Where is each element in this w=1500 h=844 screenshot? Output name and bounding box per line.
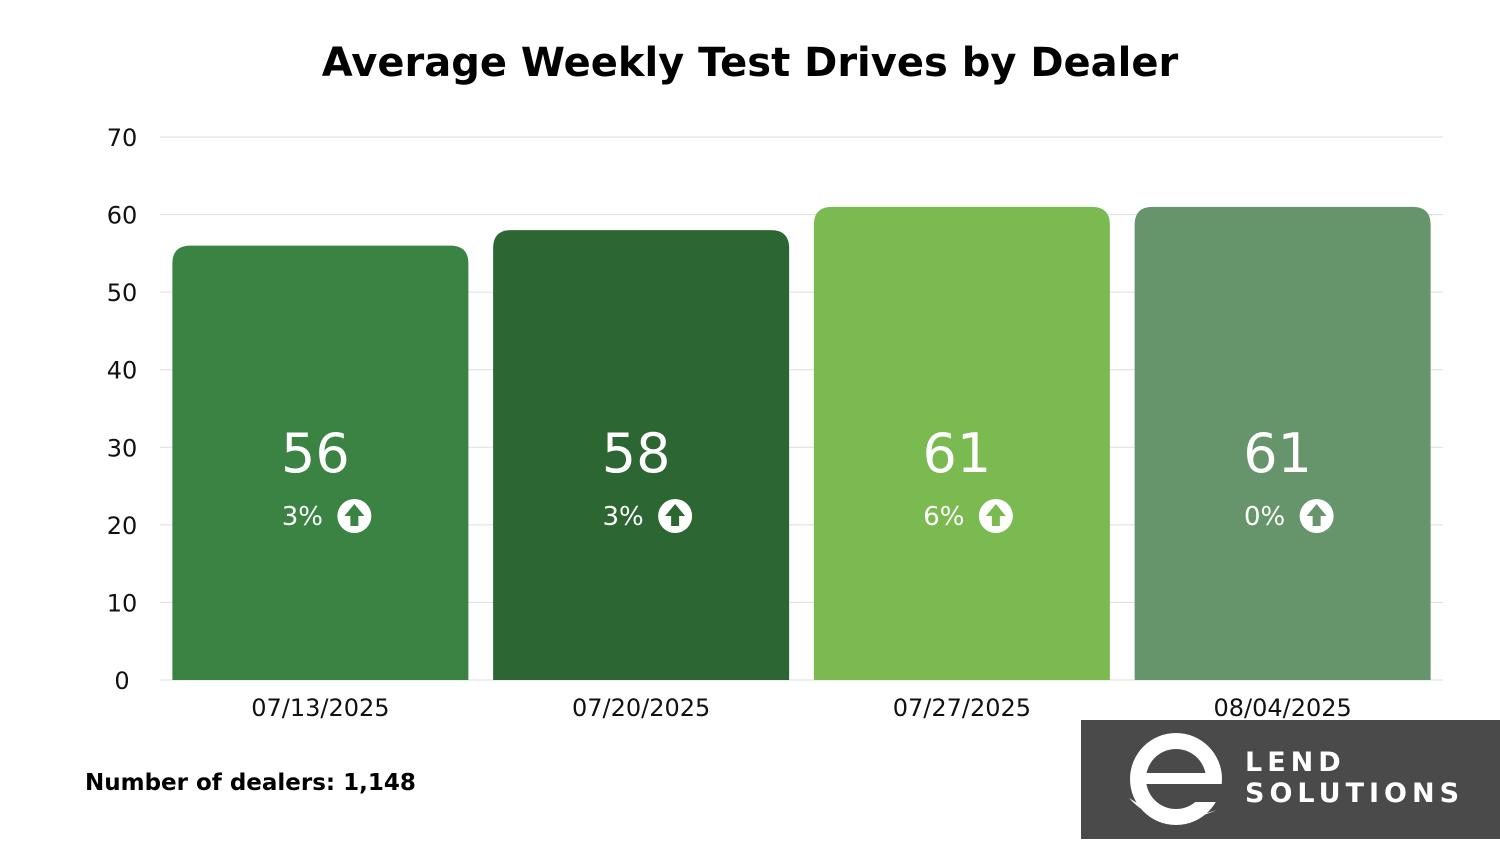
bars: 56 3% 58 3% 61 6% 61 0% — [172, 206, 1431, 681]
bar-group: 58 3% — [493, 230, 790, 681]
bar-change-label: 0% — [1244, 502, 1285, 532]
logo-text-lend: LEND — [1245, 747, 1346, 778]
logo-text-solutions: SOLUTIONS — [1245, 778, 1465, 809]
bar — [172, 245, 469, 680]
up-arrow-icon — [978, 499, 1013, 533]
dealer-count-note: Number of dealers: 1,148 — [85, 770, 416, 796]
bar-group: 61 6% — [813, 206, 1110, 681]
bar-value-label: 61 — [923, 422, 992, 485]
y-tick-label: 40 — [107, 357, 138, 385]
bar-value-label: 58 — [602, 422, 671, 485]
x-tick-label: 07/27/2025 — [893, 694, 1031, 722]
y-tick-label: 10 — [107, 589, 138, 617]
y-tick-label: 0 — [114, 667, 129, 695]
e-letter-logo-icon — [1129, 733, 1223, 825]
y-tick-label: 70 — [107, 124, 138, 152]
chart-title: Average Weekly Test Drives by Dealer — [321, 40, 1179, 86]
x-tick-label: 07/20/2025 — [572, 694, 710, 722]
y-tick-label: 20 — [107, 512, 138, 540]
bar-change-label: 3% — [603, 502, 644, 532]
bar-group: 56 3% — [172, 245, 469, 680]
bar-value-label: 61 — [1243, 422, 1312, 485]
up-arrow-icon — [658, 499, 693, 533]
bar — [813, 206, 1110, 681]
x-tick-label: 07/13/2025 — [251, 694, 389, 722]
bar — [493, 230, 790, 681]
bar — [1134, 206, 1431, 681]
bar-change-label: 6% — [923, 502, 964, 532]
y-tick-label: 50 — [107, 279, 138, 307]
x-axis-ticks: 07/13/2025 07/20/2025 07/27/2025 08/04/2025 — [251, 694, 1352, 722]
lend-solutions-logo: LEND SOLUTIONS — [1081, 720, 1500, 839]
up-arrow-icon — [1299, 499, 1334, 533]
y-tick-label: 60 — [107, 202, 138, 230]
up-arrow-icon — [337, 499, 372, 533]
x-tick-label: 08/04/2025 — [1213, 694, 1351, 722]
bar-group: 61 0% — [1134, 206, 1431, 681]
bar-change-label: 3% — [282, 502, 323, 532]
bar-value-label: 56 — [281, 422, 350, 485]
y-axis-ticks: 0 10 20 30 40 50 60 70 — [107, 124, 138, 695]
y-tick-label: 30 — [107, 434, 138, 462]
